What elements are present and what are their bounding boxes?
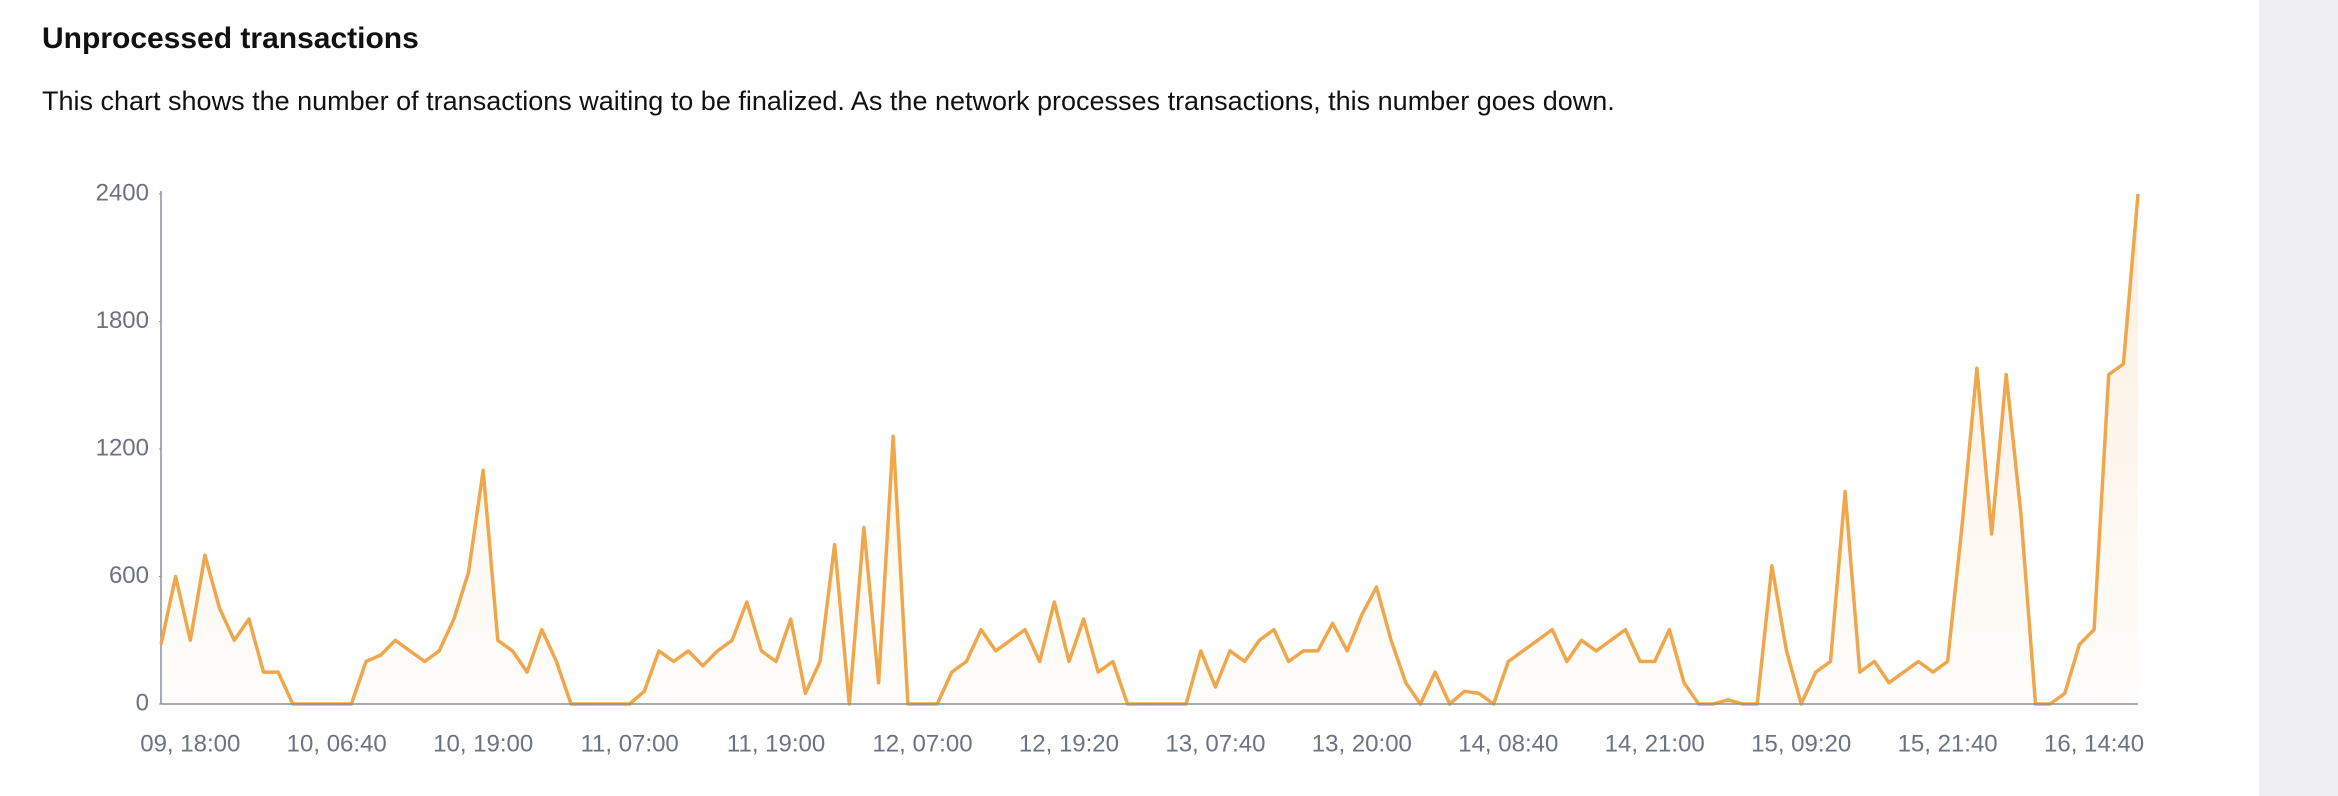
x-tick-label: 16, 14:40	[2044, 730, 2144, 757]
x-tick-label: 13, 20:00	[1312, 730, 1412, 757]
chart-description: This chart shows the number of transacti…	[42, 86, 1615, 116]
x-tick-label: 11, 19:00	[727, 730, 825, 757]
x-tick-label: 14, 21:00	[1605, 730, 1705, 757]
x-tick-label: 15, 21:40	[1898, 730, 1998, 757]
area	[161, 194, 2138, 704]
x-tick-label: 11, 07:00	[580, 730, 678, 757]
x-tick-label: 09, 18:00	[140, 730, 240, 757]
y-tick-label: 1200	[96, 434, 149, 461]
x-tick-label: 15, 09:20	[1751, 730, 1851, 757]
side-panel	[2259, 0, 2338, 796]
x-tick-label: 13, 07:40	[1165, 730, 1265, 757]
x-tick-label: 10, 06:40	[287, 730, 387, 757]
x-tick-label: 10, 19:00	[433, 730, 533, 757]
y-tick-label: 1800	[96, 307, 149, 334]
x-tick-label: 14, 08:40	[1458, 730, 1558, 757]
y-tick-label: 2400	[96, 179, 149, 206]
x-tick-label: 12, 07:00	[872, 730, 972, 757]
chart: 0 600 1200 1800 2400 09, 18:00 10, 06:40 10, 19…	[96, 179, 2145, 757]
chart-title: Unprocessed transactions	[42, 22, 419, 55]
y-tick-label: 600	[109, 562, 149, 589]
y-tick-label: 0	[136, 689, 149, 716]
x-tick-label: 12, 19:20	[1019, 730, 1119, 757]
